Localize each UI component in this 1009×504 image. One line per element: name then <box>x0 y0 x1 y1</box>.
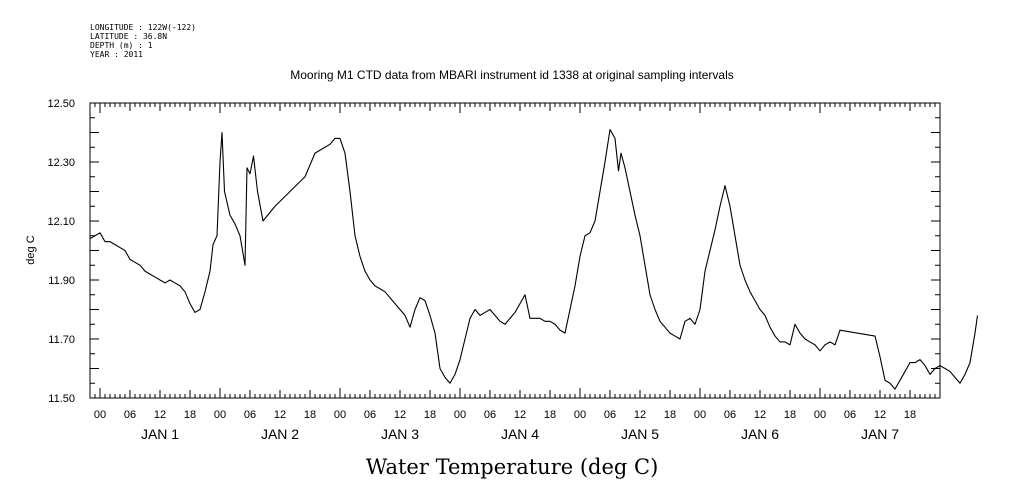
y-tick-label: 11.70 <box>48 334 75 346</box>
x-hour-label: 12 <box>754 409 766 421</box>
x-day-label: JAN 4 <box>501 426 539 442</box>
x-hour-label: 06 <box>124 409 136 421</box>
x-hour-label: 06 <box>724 409 736 421</box>
x-day-label: JAN 2 <box>261 426 299 442</box>
y-tick-label: 11.50 <box>48 393 75 405</box>
x-hour-label: 18 <box>904 409 916 421</box>
x-hour-label: 12 <box>874 409 886 421</box>
x-hour-label: 06 <box>484 409 496 421</box>
x-day-label: JAN 6 <box>741 426 779 442</box>
x-hour-label: 12 <box>514 409 526 421</box>
x-axis-ticks <box>89 103 941 398</box>
meta-year: YEAR : 2011 <box>90 50 143 59</box>
series-line <box>89 129 979 390</box>
x-hour-label: 00 <box>454 409 466 421</box>
y-tick-label: 11.90 <box>48 275 75 287</box>
x-hour-label: 06 <box>364 409 376 421</box>
y-axis-label: deg C <box>25 235 37 264</box>
y-axis-ticks: 12.50 12.30 12.10 11.90 11.70 11.50 <box>47 98 940 405</box>
meta-latitude: LATITUDE : 36.8N <box>90 32 167 41</box>
x-hour-label: 18 <box>664 409 676 421</box>
x-hour-label: 06 <box>844 409 856 421</box>
x-hour-label: 12 <box>274 409 286 421</box>
x-hour-label: 00 <box>694 409 706 421</box>
series-layer <box>89 129 979 390</box>
x-hour-label: 12 <box>394 409 406 421</box>
x-hour-label: 18 <box>304 409 316 421</box>
x-hour-label: 06 <box>244 409 256 421</box>
x-day-label: JAN 1 <box>141 426 179 442</box>
chart-title: Mooring M1 CTD data from MBARI instrumen… <box>290 68 734 82</box>
meta-longitude: LONGITUDE : 122W(-122) <box>90 23 196 32</box>
x-hour-label: 06 <box>604 409 616 421</box>
x-axis-labels: 00 06 12 18 00 06 12 18 00 06 12 18 00 06 12 18 00 06 12 18… <box>94 409 916 442</box>
x-hour-label: 18 <box>784 409 796 421</box>
meta-depth: DEPTH (m) : 1 <box>90 41 153 50</box>
x-hour-label: 00 <box>814 409 826 421</box>
y-tick-label: 12.50 <box>47 98 75 110</box>
x-hour-label: 18 <box>544 409 556 421</box>
y-tick-label: 12.30 <box>47 157 75 169</box>
x-hour-label: 00 <box>334 409 346 421</box>
x-hour-label: 00 <box>94 409 106 421</box>
x-hour-label: 18 <box>184 409 196 421</box>
x-hour-label: 12 <box>154 409 166 421</box>
plot-frame <box>89 102 941 399</box>
x-day-label: JAN 3 <box>381 426 419 442</box>
figure-caption: Water Temperature (deg C) <box>366 455 659 479</box>
x-hour-label: 00 <box>574 409 586 421</box>
x-hour-label: 18 <box>424 409 436 421</box>
y-tick-label: 12.10 <box>47 216 75 228</box>
x-day-label: JAN 7 <box>861 426 899 442</box>
x-day-label: JAN 5 <box>621 426 659 442</box>
x-hour-label: 00 <box>214 409 226 421</box>
metadata-block: LONGITUDE : 122W(-122) LATITUDE : 36.8N … <box>90 23 196 59</box>
x-hour-label: 12 <box>634 409 646 421</box>
